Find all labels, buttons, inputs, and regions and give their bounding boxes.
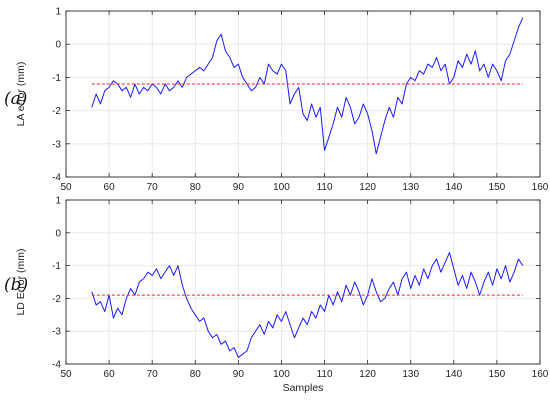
y-tick-label: -4 [52,360,61,371]
y-tick-label: -1 [52,73,61,84]
plot-area [66,200,540,364]
y-axis-title: LA error (mm) [15,62,27,127]
y-axis-title: LD Error (mm) [15,248,27,315]
panel-label: (a) [4,89,27,109]
panel-label: (b) [4,275,28,295]
x-tick-label: 70 [147,369,159,380]
x-tick-label: 150 [489,182,506,193]
x-tick-label: 80 [190,182,202,193]
y-tick-label: -2 [52,106,61,117]
y-tick-label: -1 [52,261,61,272]
y-tick-label: -3 [52,139,61,150]
y-tick-label: -3 [52,327,61,338]
y-tick-label: 1 [55,7,61,18]
x-tick-label: 160 [532,182,549,193]
x-tick-label: 130 [402,182,419,193]
error-series-line [91,251,524,358]
y-tick-label: 1 [55,196,61,207]
x-tick-label: 160 [532,369,549,380]
axes-frame [65,199,541,365]
x-tick-label: 120 [359,182,376,193]
x-tick-label: 50 [60,182,72,193]
y-tick-label: 0 [55,228,61,239]
x-tick-label: 60 [104,182,116,193]
x-tick-label: 140 [445,182,462,193]
x-tick-label: 100 [273,369,290,380]
x-tick-label: 100 [273,182,290,193]
x-tick-label: 80 [190,369,202,380]
x-axis-title: Samples [283,382,324,394]
x-tick-label: 110 [317,369,333,380]
x-tick-label: 120 [359,369,376,380]
y-tick-label: -2 [52,294,61,305]
y-tick-label: -4 [52,173,61,184]
y-tick-label: 0 [55,40,61,51]
x-tick-label: 140 [445,369,462,380]
x-tick-label: 130 [402,369,419,380]
x-tick-label: 110 [317,182,333,193]
x-tick-label: 90 [233,369,245,380]
x-tick-label: 60 [104,369,116,380]
x-tick-label: 50 [60,369,72,380]
x-tick-label: 90 [233,182,245,193]
x-tick-label: 150 [489,369,506,380]
chart-panel-2: 50 60 70 80 90 100 110 120 130 140 150 160 1 0 -1 -2 -3 -… [4,196,549,395]
error-series-line [91,17,524,155]
plot-area [66,11,540,177]
x-tick-label: 70 [147,182,159,193]
axes-frame [65,10,541,178]
chart-panel-1: 50 60 70 80 90 100 110 120 130 140 150 160 1 0 -1 -2 -3 -… [4,7,549,194]
